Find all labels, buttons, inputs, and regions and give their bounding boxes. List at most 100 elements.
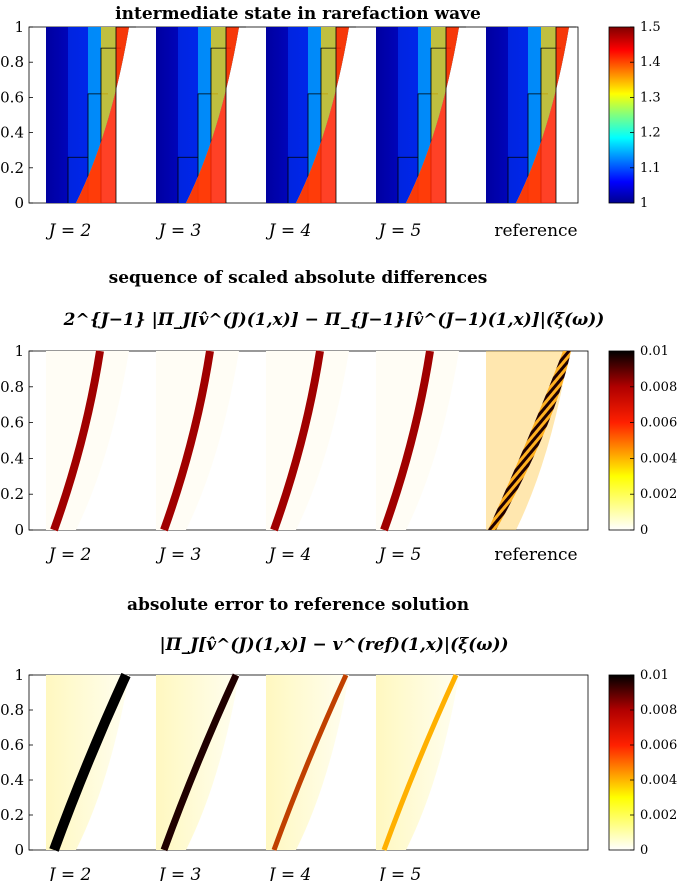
contour-line (115, 26, 136, 203)
contour-line (287, 156, 308, 203)
y-tick-label: 0.8 (0, 701, 24, 719)
panel-label: J = 3 (156, 221, 202, 241)
panel-label: J = 5 (376, 545, 422, 565)
panel-field (156, 351, 239, 530)
colorbar-tick-label: 0.002 (640, 808, 677, 823)
panel-field (376, 351, 459, 530)
y-tick-label: 1 (14, 18, 24, 36)
panel-label: J = 2 (46, 221, 92, 241)
colorbar-tick-label: 1.4 (640, 55, 661, 70)
colorbar-tick-label: 0.002 (640, 487, 677, 502)
panel-3 (266, 26, 356, 203)
panel-2 (156, 673, 240, 852)
panel-4 (376, 673, 459, 851)
chart-2: 0 0.2 0.4 0.6 0.8 1 J = 2 J = 3 J = 4 J = 5 refere… (0, 342, 677, 565)
colorbar-tick-label: 1.3 (640, 90, 661, 105)
panel-label: J = 2 (46, 865, 92, 881)
panel-label: J = 5 (376, 865, 422, 881)
colorbar-tick-label: 1 (640, 196, 648, 211)
contour-line (445, 26, 466, 203)
chart-1: 0 0.2 0.4 0.6 0.8 1 J = 2 J = 3 J = 4 J = 5 refere… (0, 18, 661, 241)
error-band (381, 673, 459, 851)
colorbar-tick-label: 0.01 (640, 668, 669, 683)
panel-label: J = 5 (376, 221, 422, 241)
panel-5 (486, 351, 571, 530)
y-tick-label: 1 (14, 666, 24, 684)
chart-1-title: intermediate state in rarefaction wave (115, 4, 481, 24)
y-tick-label: 0.2 (0, 485, 24, 503)
colorbar-tick-label: 1.1 (640, 161, 661, 176)
error-band (160, 673, 240, 852)
y-tick-label: 0.4 (0, 771, 24, 789)
colorbar-tick-label: 0.008 (640, 703, 677, 718)
contour-line (177, 156, 198, 203)
colorbar: 0.01 0.008 0.006 0.004 0.002 0 (608, 344, 677, 538)
colorbar: 1.5 1.4 1.3 1.2 1.1 1 (608, 20, 661, 211)
colorbar-tick-label: 0.01 (640, 344, 669, 359)
contour-line (507, 156, 528, 203)
chart-3-title: absolute error to reference solution (127, 595, 469, 615)
panel-4 (376, 350, 459, 532)
panel-1 (46, 26, 136, 203)
contour-line (335, 26, 356, 203)
y-tick-label: 0.2 (0, 806, 24, 824)
colorbar-tick-label: 0.004 (640, 451, 677, 466)
y-tick-label: 0.8 (0, 378, 24, 396)
colorbar-tick-label: 0.004 (640, 773, 677, 788)
colorbar-ramp (608, 674, 635, 851)
panel-field (266, 351, 349, 530)
contour-line (67, 156, 88, 203)
colorbar-ramp (608, 350, 635, 531)
error-band (271, 673, 349, 851)
chart-3: 0 0.2 0.4 0.6 0.8 1 J = 2 J = 3 J = 4 J = 5 0.01 0.… (0, 666, 677, 885)
chart-3-formula: |Π_J[v̂^(J)(1,x)] − v^(ref)(1,x)|(ξ(ω)) (159, 635, 508, 655)
y-tick-label: 0.2 (0, 159, 24, 177)
panel-4 (376, 26, 466, 203)
panel-2 (156, 26, 246, 203)
diff-band (160, 350, 214, 532)
panel-3 (266, 673, 349, 851)
error-band (49, 672, 131, 852)
panel-1 (46, 350, 129, 532)
panel-5 (486, 26, 576, 203)
panel-label: J = 4 (266, 545, 312, 565)
contour-line (397, 156, 418, 203)
y-tick-label: 0 (14, 841, 24, 859)
y-tick-label: 0.6 (0, 736, 24, 754)
y-tick-label: 0 (14, 194, 24, 212)
y-tick-label: 0 (14, 521, 24, 539)
colorbar-tick-label: 0.006 (640, 416, 677, 431)
panel-label: J = 4 (266, 865, 312, 881)
panel-label: J = 3 (156, 545, 202, 565)
colorbar: 0.01 0.008 0.006 0.004 0.002 0 (608, 668, 677, 858)
diff-band (380, 350, 434, 532)
panel-3 (266, 350, 349, 532)
panel-label: J = 3 (156, 865, 202, 881)
colorbar-tick-label: 0 (640, 523, 648, 538)
panel-1 (46, 672, 131, 852)
colorbar-tick-label: 0 (640, 843, 648, 858)
contour-line (225, 26, 246, 203)
diff-band (270, 350, 324, 532)
diff-band (488, 351, 571, 530)
y-tick-label: 0.8 (0, 53, 24, 71)
panel-label: reference (494, 221, 577, 241)
panel-field (46, 351, 129, 530)
diff-band (50, 350, 104, 532)
y-tick-label: 0.4 (0, 449, 24, 467)
colorbar-tick-label: 1.2 (640, 126, 661, 141)
y-tick-label: 0.6 (0, 414, 24, 432)
colorbar-ramp (608, 26, 635, 204)
y-tick-label: 0.6 (0, 88, 24, 106)
y-tick-label: 1 (14, 342, 24, 360)
colorbar-tick-label: 0.008 (640, 380, 677, 395)
y-tick-label: 0.4 (0, 124, 24, 142)
contour-line (555, 26, 576, 203)
panel-label: reference (494, 545, 577, 565)
panel-label: J = 4 (266, 221, 312, 241)
colorbar-tick-label: 1.5 (640, 20, 661, 35)
panel-label: J = 2 (46, 545, 92, 565)
chart-2-title: sequence of scaled absolute differences (109, 268, 488, 288)
panel-2 (156, 350, 239, 532)
